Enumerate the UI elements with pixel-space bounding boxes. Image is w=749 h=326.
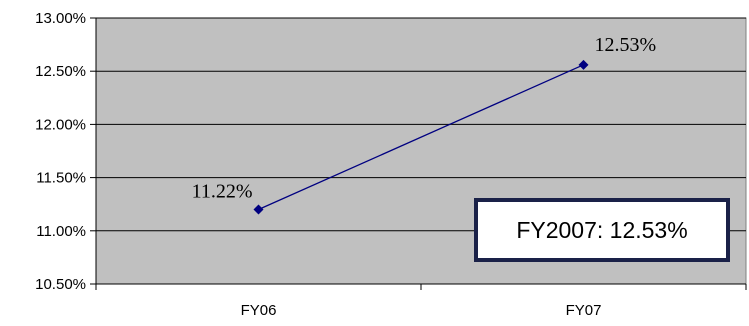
annotation-text: FY2007: 12.53% [516, 216, 688, 243]
data-label: 12.53% [595, 34, 657, 56]
data-label: 11.22% [192, 181, 253, 203]
data-point [578, 59, 589, 70]
y-tick-label: 13.00% [35, 10, 86, 27]
y-tick-label: 10.50% [35, 276, 86, 293]
y-tick-label: 12.50% [35, 63, 86, 80]
x-tick-label: FY07 [566, 302, 602, 319]
y-tick-label: 11.00% [36, 223, 86, 240]
data-point [253, 204, 264, 215]
y-tick-label: 12.00% [35, 116, 86, 133]
annotation-box: FY2007: 12.53% [474, 198, 730, 262]
series-line [258, 64, 584, 211]
y-tick-label: 11.50% [36, 170, 86, 187]
x-tick-label: FY06 [241, 302, 277, 319]
